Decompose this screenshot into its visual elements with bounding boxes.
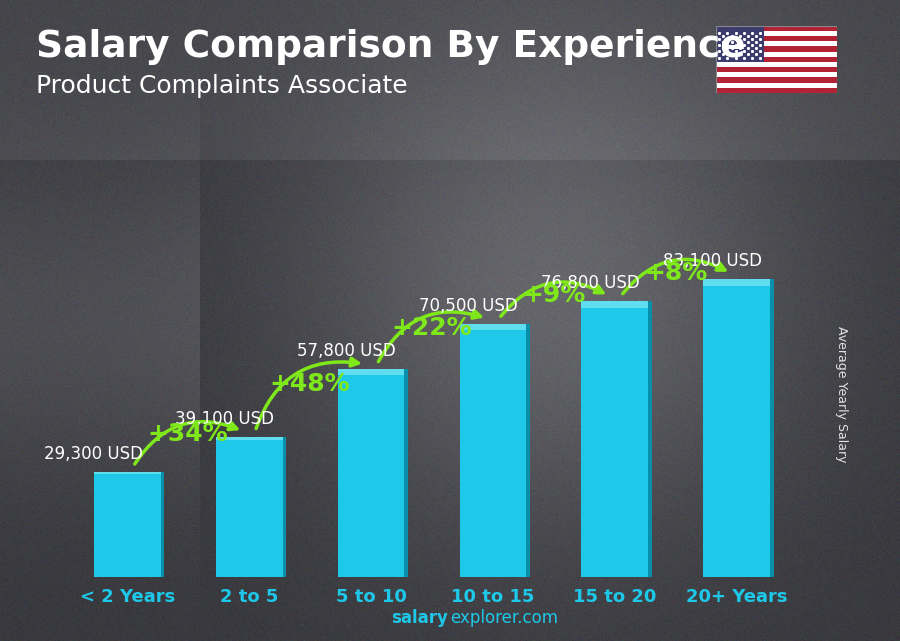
Bar [648,301,652,577]
Text: Product Complaints Associate: Product Complaints Associate [36,74,408,97]
Bar [704,279,770,577]
Text: +8%: +8% [644,261,707,285]
Bar [716,56,837,62]
Bar [460,324,526,330]
Bar [216,437,283,440]
Bar [160,472,165,577]
Bar [716,78,837,83]
Bar [704,279,770,286]
Bar [338,369,404,374]
Bar [216,437,283,577]
Bar [716,67,837,72]
Text: +48%: +48% [270,372,350,396]
Bar [94,472,160,577]
Bar [581,301,648,577]
Bar [338,369,404,577]
Bar [716,46,837,51]
Text: 29,300 USD: 29,300 USD [43,445,142,463]
Bar [404,369,409,577]
Bar [716,26,837,31]
Bar [716,83,837,88]
Bar [716,36,837,41]
Text: 83,100 USD: 83,100 USD [663,252,762,270]
Bar [716,31,837,36]
Text: Salary Comparison By Experience: Salary Comparison By Experience [36,29,746,65]
Bar [716,88,837,93]
Bar [770,279,774,577]
Text: 76,800 USD: 76,800 USD [541,274,640,292]
Text: 57,800 USD: 57,800 USD [297,342,396,360]
Bar [716,62,837,67]
Bar [716,51,837,56]
Text: explorer.com: explorer.com [450,609,558,627]
Text: 70,500 USD: 70,500 USD [419,297,518,315]
Text: salary: salary [392,609,448,627]
Text: +22%: +22% [392,316,472,340]
Bar [716,41,837,46]
Text: 39,100 USD: 39,100 USD [176,410,274,428]
Bar [94,472,160,474]
Bar [716,72,837,78]
Bar [526,324,530,577]
Bar [460,324,526,577]
Bar [716,26,764,62]
Text: Average Yearly Salary: Average Yearly Salary [835,326,848,462]
Bar [581,301,648,308]
Text: +9%: +9% [522,283,586,307]
Bar [283,437,286,577]
Text: +34%: +34% [148,422,229,446]
